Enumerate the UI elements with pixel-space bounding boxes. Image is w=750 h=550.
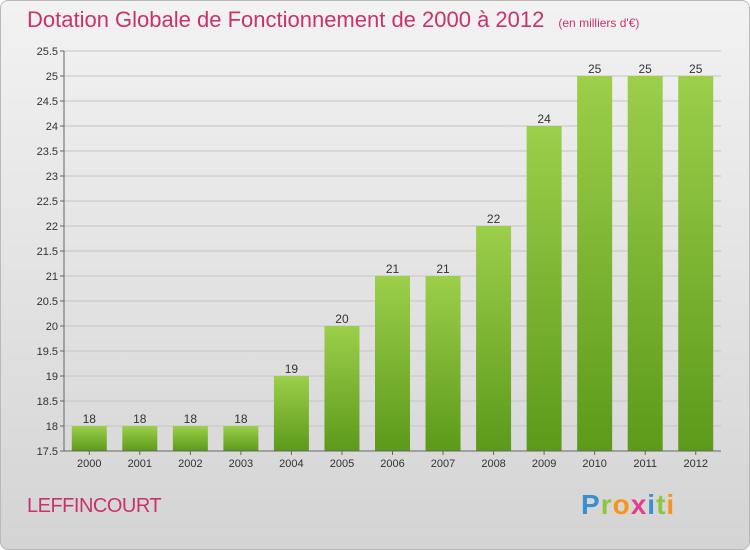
bar: [476, 226, 512, 451]
logo-letter: P: [581, 489, 601, 520]
bar: [223, 426, 259, 451]
y-tick-label: 22: [46, 221, 58, 233]
x-tick-label: 2009: [532, 458, 556, 470]
logo-letter: o: [612, 489, 631, 520]
y-tick-label: 24.5: [37, 96, 58, 108]
x-tick-label: 2007: [431, 458, 455, 470]
y-tick-label: 18: [46, 421, 58, 433]
proxiti-logo: Proxiti: [581, 489, 675, 521]
bar: [678, 76, 714, 451]
x-tick-label: 2011: [633, 458, 657, 470]
bar-value-label: 21: [436, 262, 450, 276]
x-tick-label: 2001: [128, 458, 152, 470]
x-tick-label: 2006: [380, 458, 404, 470]
bar-value-label: 25: [639, 62, 653, 76]
bar: [526, 126, 562, 451]
x-tick-label: 2012: [683, 458, 707, 470]
bar-value-label: 18: [83, 412, 97, 426]
y-tick-label: 17.5: [37, 446, 58, 458]
x-tick-label: 2004: [279, 458, 303, 470]
x-tick-label: 2005: [330, 458, 354, 470]
bar-value-label: 20: [335, 312, 349, 326]
bar-value-label: 24: [537, 112, 551, 126]
bar: [627, 76, 663, 451]
y-tick-label: 23: [46, 171, 58, 183]
bar-value-label: 25: [588, 62, 602, 76]
logo-letter: i: [647, 489, 657, 520]
x-tick-label: 2002: [178, 458, 202, 470]
bar-value-label: 19: [285, 362, 299, 376]
bar: [324, 326, 360, 451]
y-axis: 17.5 18 18.5 19 19.5 20 20.5 21 21.5 22 22.5 23 23.5…: [37, 46, 65, 458]
commune-name: LEFFINCOURT: [27, 495, 162, 517]
logo-letter: r: [600, 489, 613, 520]
y-tick-label: 25.5: [37, 46, 58, 58]
bar: [273, 376, 309, 451]
unit-label: (en milliers d'€): [558, 16, 640, 30]
y-tick-label: 21.5: [37, 246, 58, 258]
logo-letter: t: [656, 489, 667, 520]
bar: [122, 426, 158, 451]
bars: 18 18 18 18 19 20 21 21 22 24 25 25 25: [71, 62, 714, 451]
y-tick-label: 18.5: [37, 396, 58, 408]
bar-value-label: 18: [184, 412, 198, 426]
y-tick-label: 20.5: [37, 296, 58, 308]
bar: [71, 426, 107, 451]
bar-value-label: 25: [689, 62, 703, 76]
x-tick-label: 2003: [229, 458, 253, 470]
chart-title: Dotation Globale de Fonctionnement de 20…: [27, 7, 639, 33]
x-tick-label: 2008: [481, 458, 505, 470]
bar-value-label: 21: [386, 262, 400, 276]
x-axis: 2000 2001 2002 2003 2004 2005 2006 2007 2008 2009…: [64, 450, 721, 470]
bar: [375, 276, 410, 451]
y-tick-label: 19.5: [37, 346, 58, 358]
bar: [425, 276, 461, 451]
title-text: Dotation Globale de Fonctionnement de 20…: [27, 7, 545, 32]
y-tick-label: 24: [46, 121, 58, 133]
y-tick-label: 23.5: [37, 146, 58, 158]
bar: [577, 76, 613, 451]
logo-letter: x: [630, 489, 648, 520]
bar-value-label: 18: [234, 412, 248, 426]
bar-value-label: 18: [133, 412, 147, 426]
logo-letter: i: [666, 489, 676, 520]
y-tick-label: 22.5: [37, 196, 58, 208]
bar: [172, 426, 208, 451]
x-tick-label: 2010: [582, 458, 606, 470]
y-tick-label: 20: [46, 321, 58, 333]
y-tick-label: 21: [46, 271, 58, 283]
bar-value-label: 22: [487, 212, 501, 226]
y-tick-label: 19: [46, 371, 58, 383]
y-tick-label: 25: [46, 71, 58, 83]
x-tick-label: 2000: [77, 458, 101, 470]
